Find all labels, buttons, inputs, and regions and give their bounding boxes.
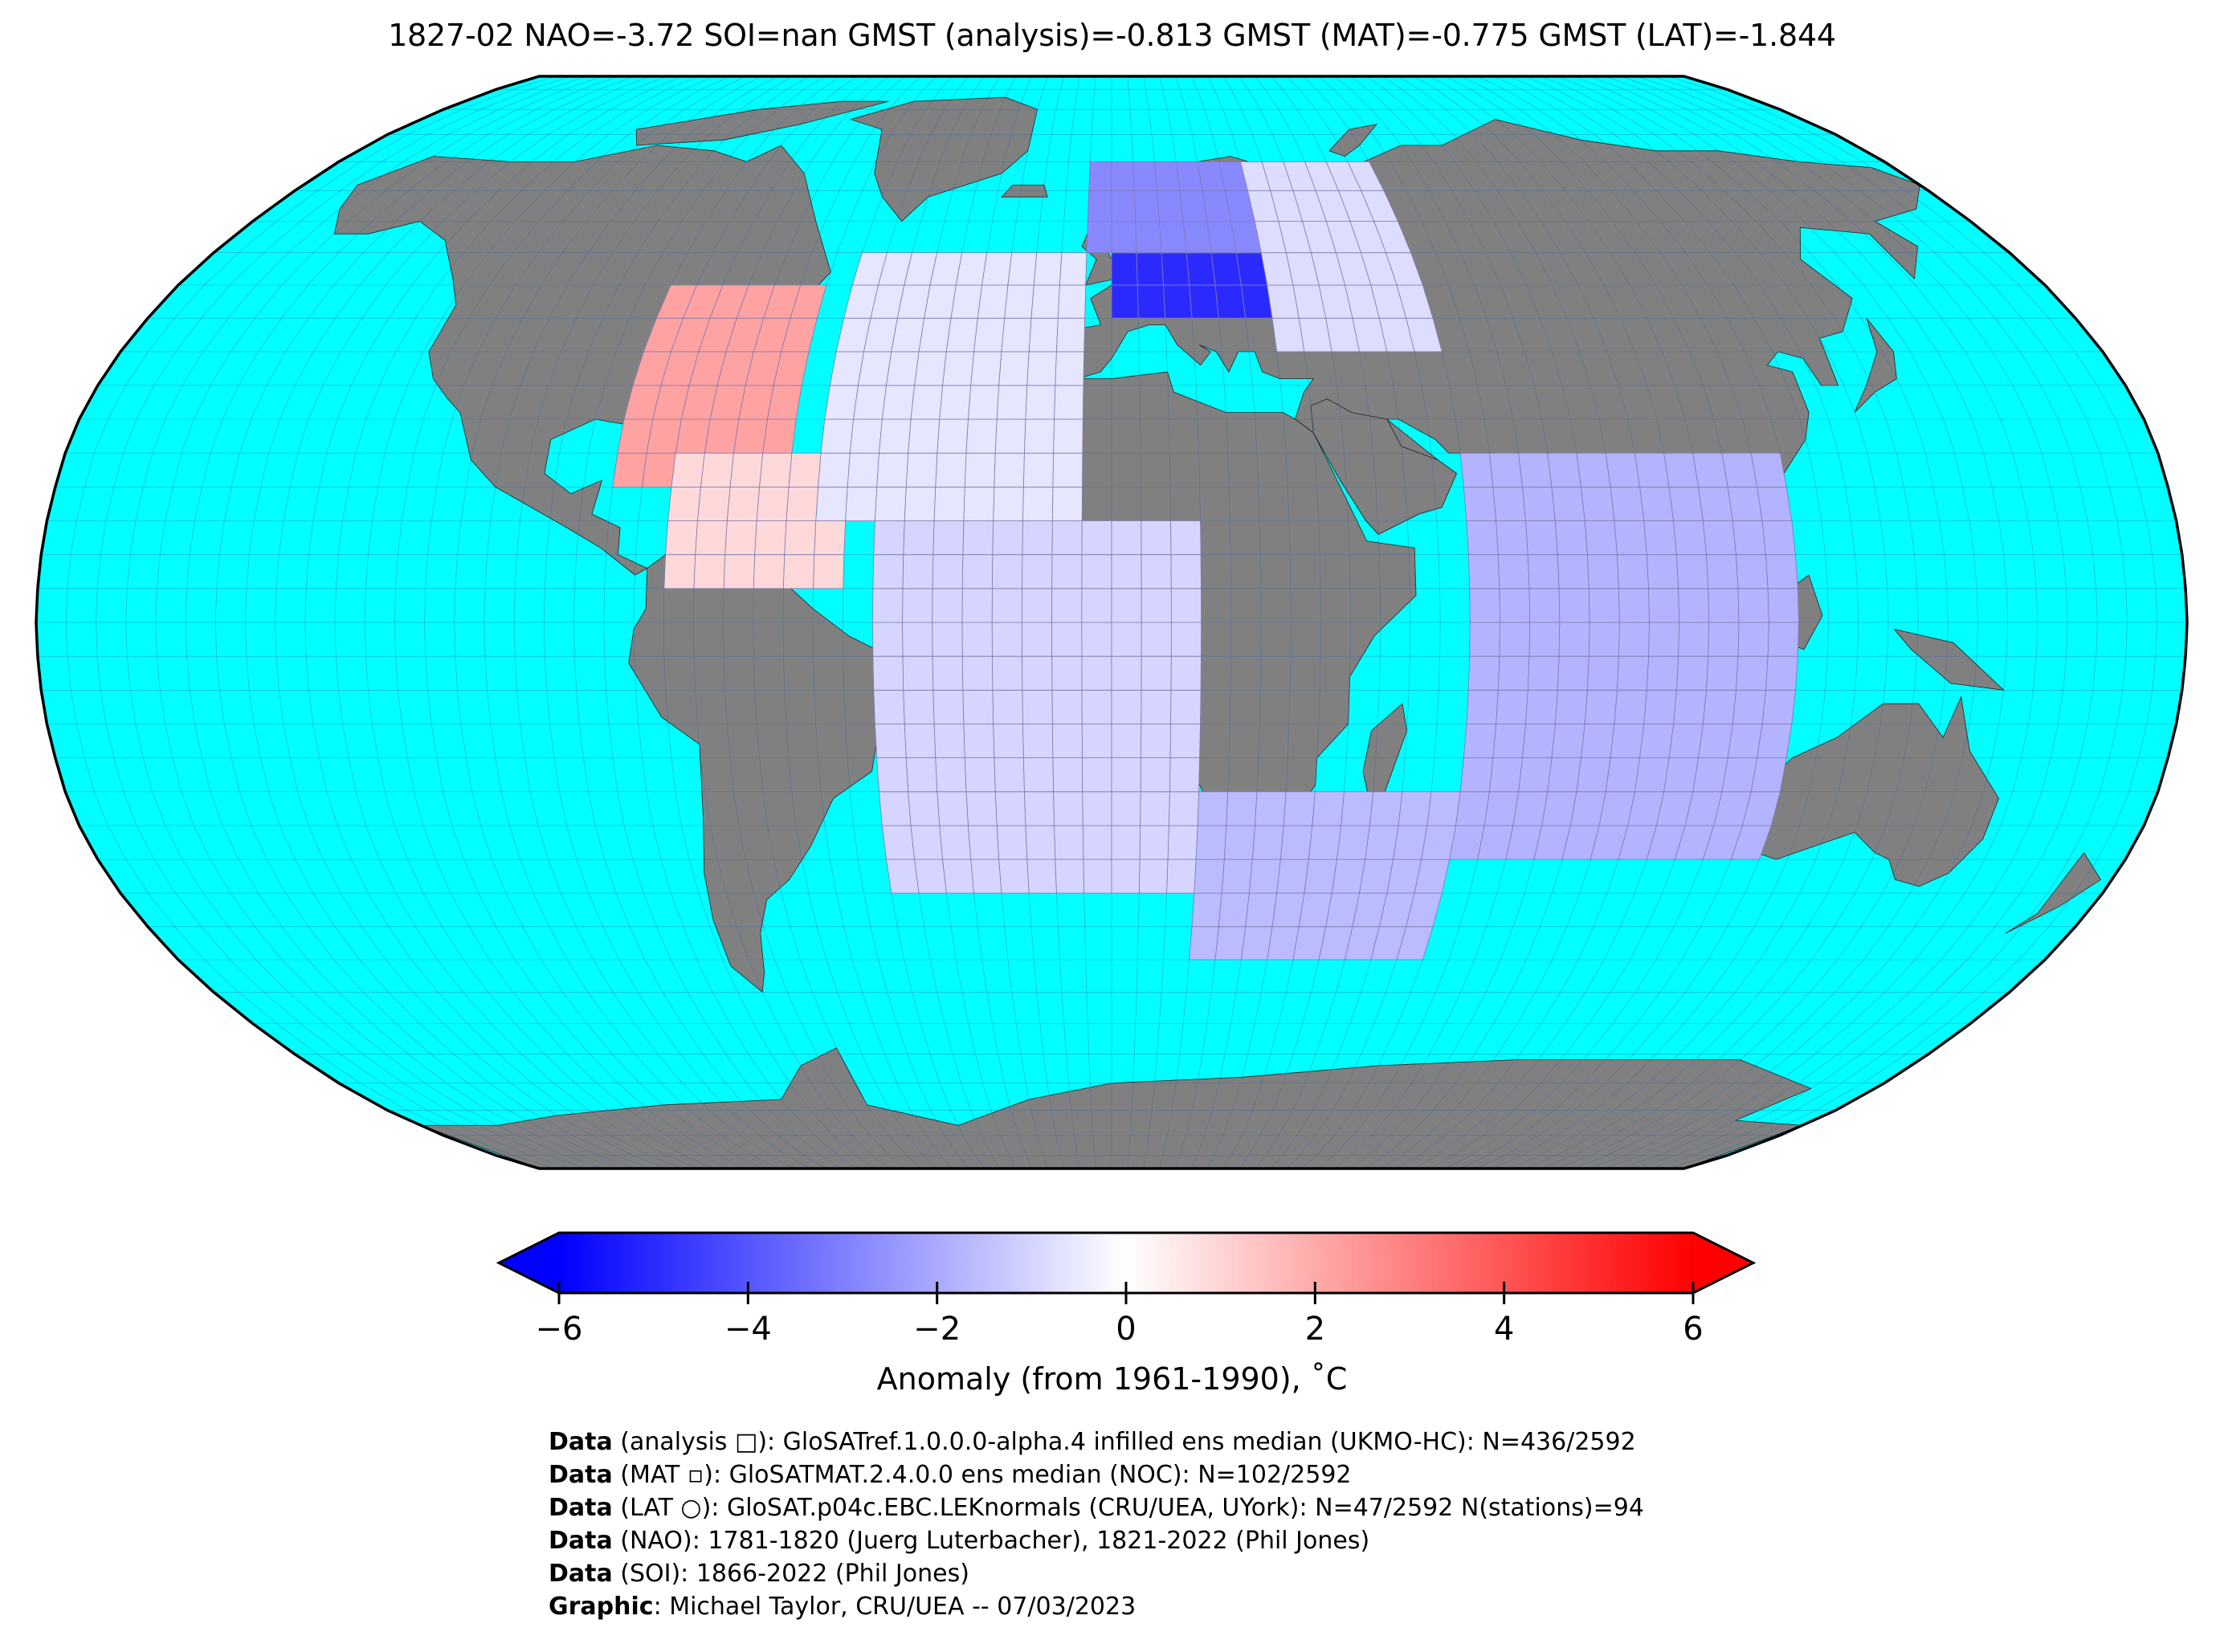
world-map (35, 75, 2189, 1170)
land-japan (1854, 317, 1897, 413)
credits: Data (analysis □): GloSATref.1.0.0.0-alp… (549, 1426, 1644, 1623)
colorbar-gradient (559, 1233, 1693, 1293)
colorbar-tick-label: −4 (724, 1311, 772, 1348)
land-arabia-patch (1310, 398, 1457, 535)
colorbar-tick-label: 2 (1305, 1311, 1325, 1348)
credit-line: Data (analysis □): GloSATref.1.0.0.0-alp… (549, 1428, 1636, 1456)
colorbar-tick-label: 0 (1116, 1311, 1136, 1348)
colorbar-tick-label: 4 (1494, 1311, 1514, 1348)
land-south-america (628, 540, 904, 993)
colorbar-extend-max (1693, 1233, 1753, 1293)
colorbar-label: Anomaly (from 1961-1990), ˚C (876, 1361, 1348, 1397)
colorbar-tick-label: −6 (536, 1311, 583, 1348)
map-title: 1827-02 NAO=-3.72 SOI=nan GMST (analysis… (388, 18, 1836, 53)
colorbar-extend-min (499, 1233, 559, 1293)
credit-line: Data (SOI): 1866-2022 (Phil Jones) (549, 1560, 969, 1588)
colorbar-tick-label: 6 (1683, 1311, 1703, 1348)
land-svalbard-novaya (1328, 124, 1377, 157)
colorbar: −6 −4 −2 0 2 4 6 (496, 1231, 1757, 1348)
land-greenland (849, 96, 1039, 222)
colorbar-tick-label: −2 (913, 1311, 961, 1348)
credit-line: Graphic: Michael Taylor, CRU/UEA -- 07/0… (549, 1593, 1136, 1621)
credit-line: Data (MAT ▫): GloSATMAT.2.4.0.0 ens medi… (549, 1461, 1352, 1489)
land-new-zealand (2005, 851, 2102, 934)
land-new-guinea (1893, 628, 2005, 691)
credit-line: Data (LAT ○): GloSAT.p04c.EBC.LEKnormals… (549, 1494, 1644, 1522)
graticule (36, 76, 2187, 1169)
map-outline (35, 75, 2189, 1170)
credit-line: Data (NAO): 1781-1820 (Juerg Luterbacher… (549, 1527, 1370, 1555)
